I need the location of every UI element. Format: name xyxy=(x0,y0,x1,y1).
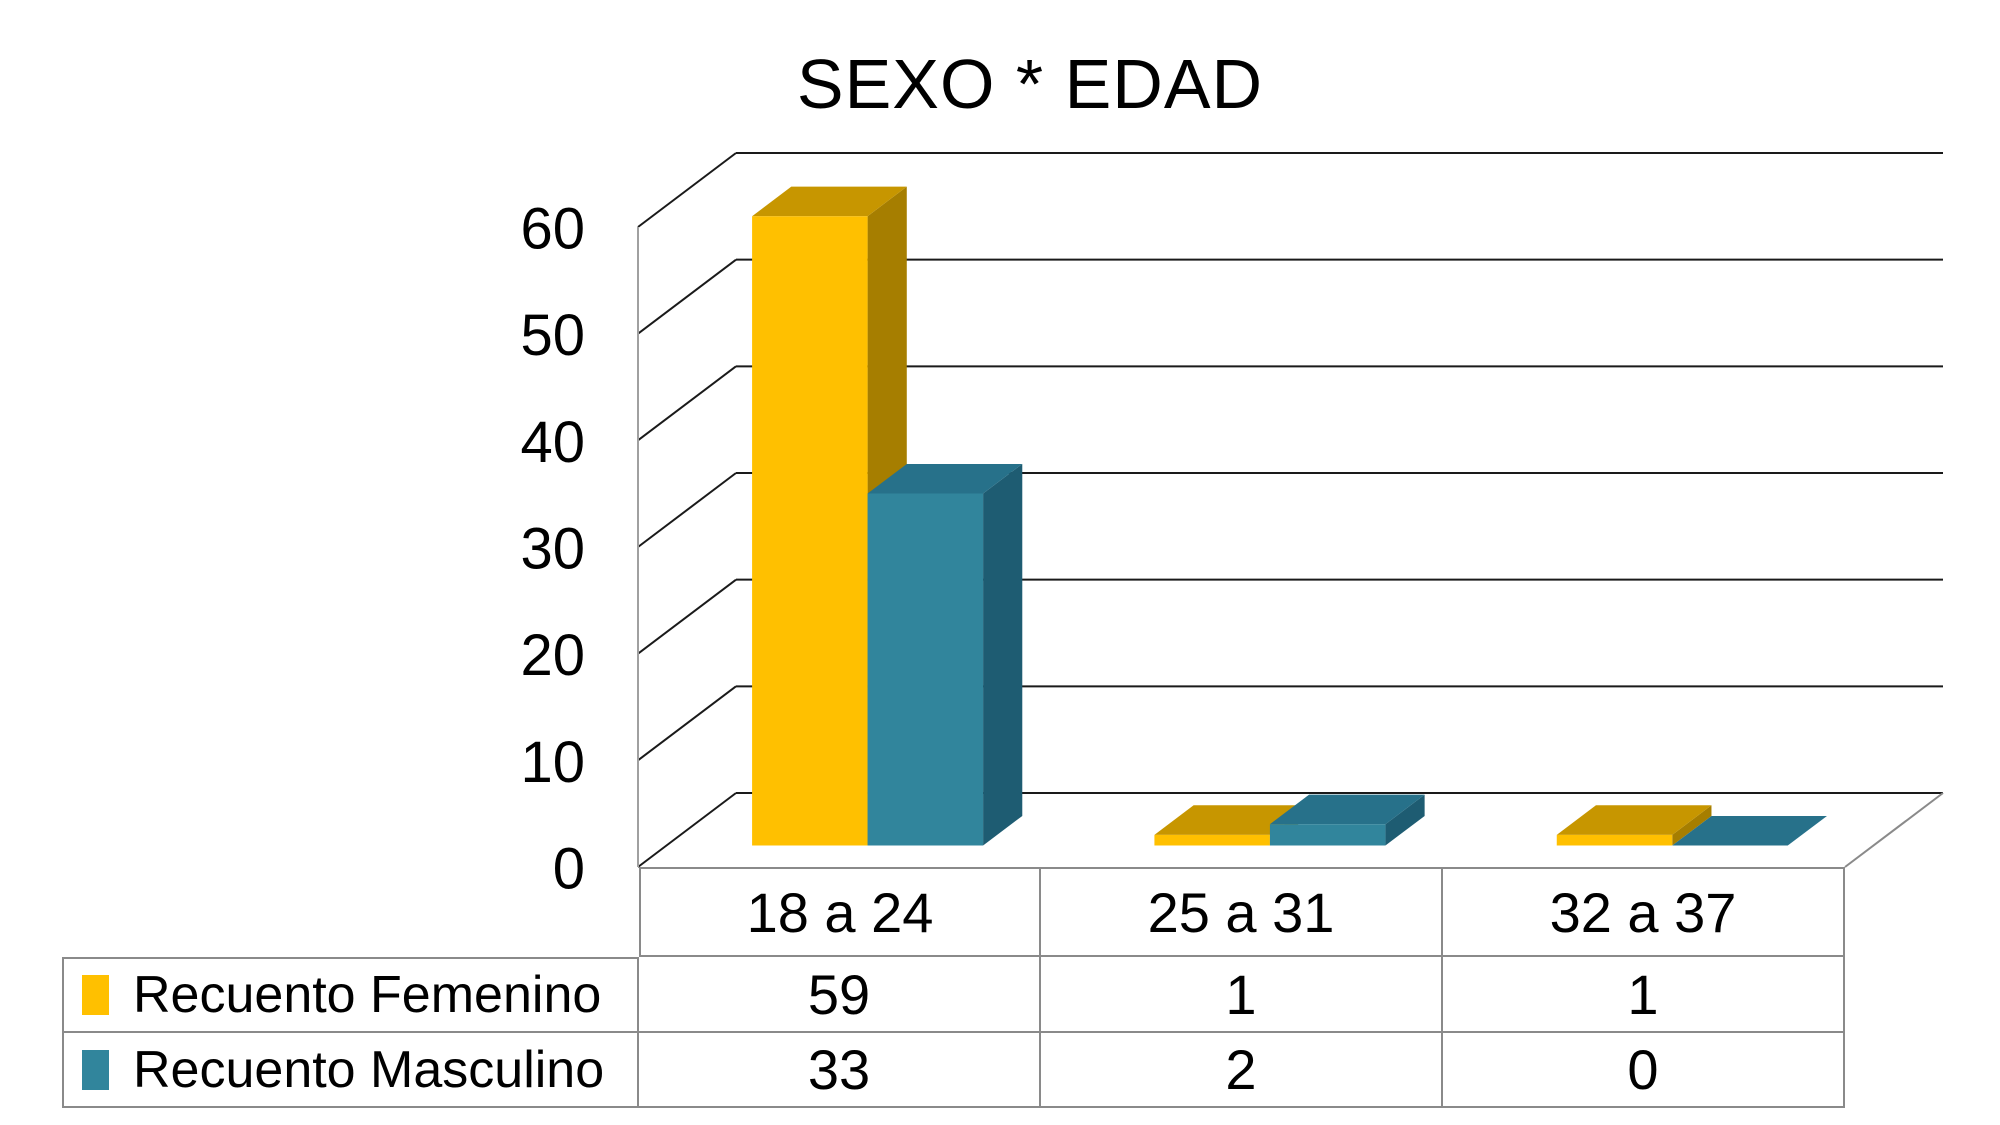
bar-recuento-femenino-25-a-31-front xyxy=(1154,834,1270,846)
y-axis-tick-label: 40 xyxy=(520,410,585,475)
bar-recuento-femenino-32-a-37-side xyxy=(1672,805,1712,846)
value-cell-masculino: 0 xyxy=(1443,1033,1845,1108)
chart-title: SEXO * EDAD xyxy=(796,45,1264,123)
category-label: 32 a 37 xyxy=(1443,867,1845,957)
value-cell-femenino: 59 xyxy=(639,957,1041,1033)
bar-recuento-masculino-18-a-24-top xyxy=(867,463,1023,494)
bar-recuento-femenino-18-a-24-top xyxy=(752,186,907,217)
bar-recuento-femenino-18-a-24-front xyxy=(752,216,868,846)
bar-recuento-masculino-18-a-24-side xyxy=(983,463,1023,846)
legend-label: Recuento Femenino xyxy=(133,966,602,1024)
y-axis-tick-label: 50 xyxy=(520,303,585,368)
bar-recuento-masculino-18-a-24-front xyxy=(867,493,984,846)
y-axis-tick-label: 60 xyxy=(520,197,585,262)
y-axis-tick-label: 0 xyxy=(553,837,585,902)
category-label: 18 a 24 xyxy=(639,867,1041,957)
y-axis-tick-label: 10 xyxy=(520,730,585,795)
category-label: 25 a 31 xyxy=(1041,867,1443,957)
floor-right-edge xyxy=(1844,792,1944,868)
bar-recuento-masculino-25-a-31-front xyxy=(1269,824,1386,846)
value-cell-masculino: 33 xyxy=(639,1033,1041,1108)
grid-tick-diagonal xyxy=(637,258,737,335)
value-cell-masculino: 2 xyxy=(1041,1033,1443,1108)
grid-tick-diagonal xyxy=(637,365,737,442)
bar-recuento-femenino-32-a-37-top xyxy=(1556,805,1712,835)
bar-recuento-masculino-32-a-37-top xyxy=(1672,815,1827,846)
table-empty-corner xyxy=(62,867,639,957)
value-cell-femenino: 1 xyxy=(1443,957,1845,1033)
grid-tick-diagonal xyxy=(637,152,737,228)
legend-label: Recuento Masculino xyxy=(133,1040,605,1099)
bar-recuento-femenino-32-a-37-front xyxy=(1556,834,1673,846)
legend-key-femenino-icon xyxy=(82,975,109,1015)
legend-key-masculino-icon xyxy=(82,1049,109,1090)
data-table: 18 a 24 25 a 31 32 a 37 Recuento Femenin… xyxy=(62,867,1845,1108)
grid-tick-diagonal xyxy=(637,685,737,762)
grid-tick-diagonal xyxy=(637,578,737,655)
grid-tick-diagonal xyxy=(637,472,737,548)
bar-recuento-masculino-25-a-31-top xyxy=(1269,794,1425,825)
legend-item-femenino: Recuento Femenino xyxy=(62,957,639,1033)
legend-item-masculino: Recuento Masculino xyxy=(62,1033,639,1108)
y-axis-tick-label: 20 xyxy=(520,623,585,688)
y-axis-tick-label: 30 xyxy=(520,517,585,582)
value-cell-femenino: 1 xyxy=(1041,957,1443,1033)
bar-recuento-masculino-25-a-31-side xyxy=(1385,794,1425,846)
grid-tick-diagonal xyxy=(637,792,737,868)
